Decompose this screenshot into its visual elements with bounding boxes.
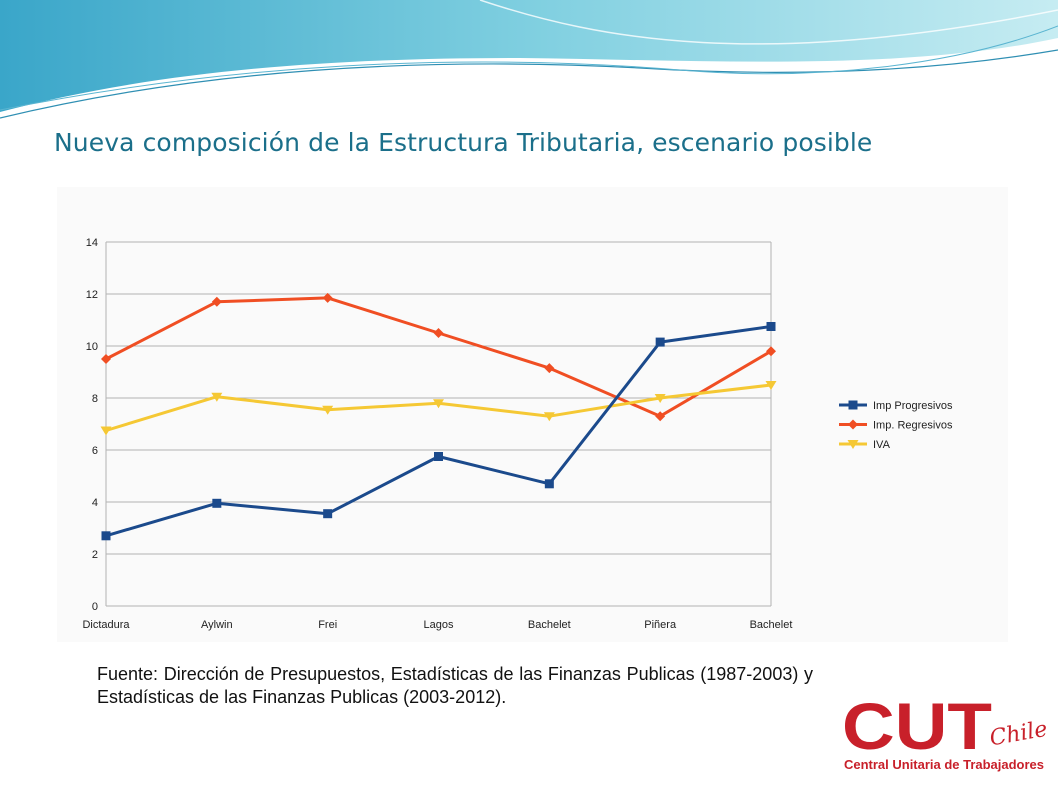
legend-label: Imp Progresivos (873, 400, 953, 412)
x-tick-label: Frei (318, 619, 337, 631)
slide-title: Nueva composición de la Estructura Tribu… (54, 128, 873, 157)
x-tick-label: Bachelet (528, 619, 571, 631)
data-point (434, 452, 443, 461)
data-point (765, 381, 777, 390)
y-tick-label: 14 (86, 237, 98, 249)
legend-item: Imp. Regresivos (839, 419, 953, 432)
chart-panel: 0 2 4 6 8 10 12 14 Dictadura Aylwin Frei Lagos Bach… (57, 187, 1008, 642)
series-0 (101, 322, 776, 541)
data-point (544, 363, 555, 374)
logo-cut-text: CUT (842, 693, 992, 763)
x-tick-label: Lagos (424, 619, 454, 631)
header-wave-decoration (0, 0, 1058, 119)
legend-label: Imp. Regresivos (873, 420, 953, 432)
x-tick-label: Dictadura (82, 619, 130, 631)
legend-swatch-marker (847, 440, 859, 449)
legend-swatch-marker (848, 419, 858, 430)
x-tick-label: Bachelet (750, 619, 793, 631)
data-point (211, 392, 223, 402)
x-tick-label: Aylwin (201, 619, 233, 631)
data-point (322, 292, 333, 303)
logo-subtitle-text: Central Unitaria de Trabajadores (844, 757, 1044, 772)
source-note: Fuente: Dirección de Presupuestos, Estad… (97, 664, 813, 707)
line-chart: 0 2 4 6 8 10 12 14 Dictadura Aylwin Frei Lagos Bach… (82, 237, 953, 631)
logo-chile-text: Chile (988, 717, 1050, 752)
legend-item: IVA (839, 439, 891, 451)
legend-label: IVA (873, 439, 891, 451)
y-axis-ticks: 0 2 4 6 8 10 12 14 (86, 237, 98, 613)
y-tick-label: 8 (92, 393, 98, 405)
data-point (211, 296, 222, 307)
data-point (766, 322, 776, 331)
data-point (212, 498, 222, 508)
data-point (655, 337, 665, 347)
data-point (766, 346, 776, 357)
y-tick-label: 2 (92, 549, 98, 561)
legend-swatch-marker (848, 400, 858, 410)
data-point (655, 411, 666, 422)
data-point (543, 412, 555, 422)
data-point (323, 509, 333, 519)
data-point (433, 399, 444, 409)
grid-lines (105, 241, 772, 607)
data-point (433, 328, 444, 338)
legend-item: Imp Progresivos (839, 400, 953, 412)
data-point (322, 405, 334, 415)
cut-chile-logo: CUT Chile Central Unitaria de Trabajador… (842, 693, 1050, 772)
series-line (105, 325, 772, 538)
y-tick-label: 4 (92, 497, 98, 509)
y-tick-label: 10 (86, 341, 98, 353)
data-point (101, 531, 111, 541)
series-1 (101, 292, 776, 422)
x-tick-label: Piñera (644, 619, 677, 631)
data-point (544, 479, 554, 489)
data-point (101, 354, 111, 364)
chart-legend: Imp Progresivos Imp. Regresivos IVA (839, 400, 953, 451)
y-tick-label: 6 (92, 445, 98, 457)
series-2 (100, 381, 777, 436)
y-tick-label: 12 (86, 289, 98, 301)
series-lines (100, 292, 777, 541)
x-axis-ticks: Dictadura Aylwin Frei Lagos Bachelet Piñera Ba… (82, 619, 792, 631)
data-point (100, 426, 112, 436)
y-tick-label: 0 (92, 601, 98, 613)
data-point (654, 394, 666, 403)
